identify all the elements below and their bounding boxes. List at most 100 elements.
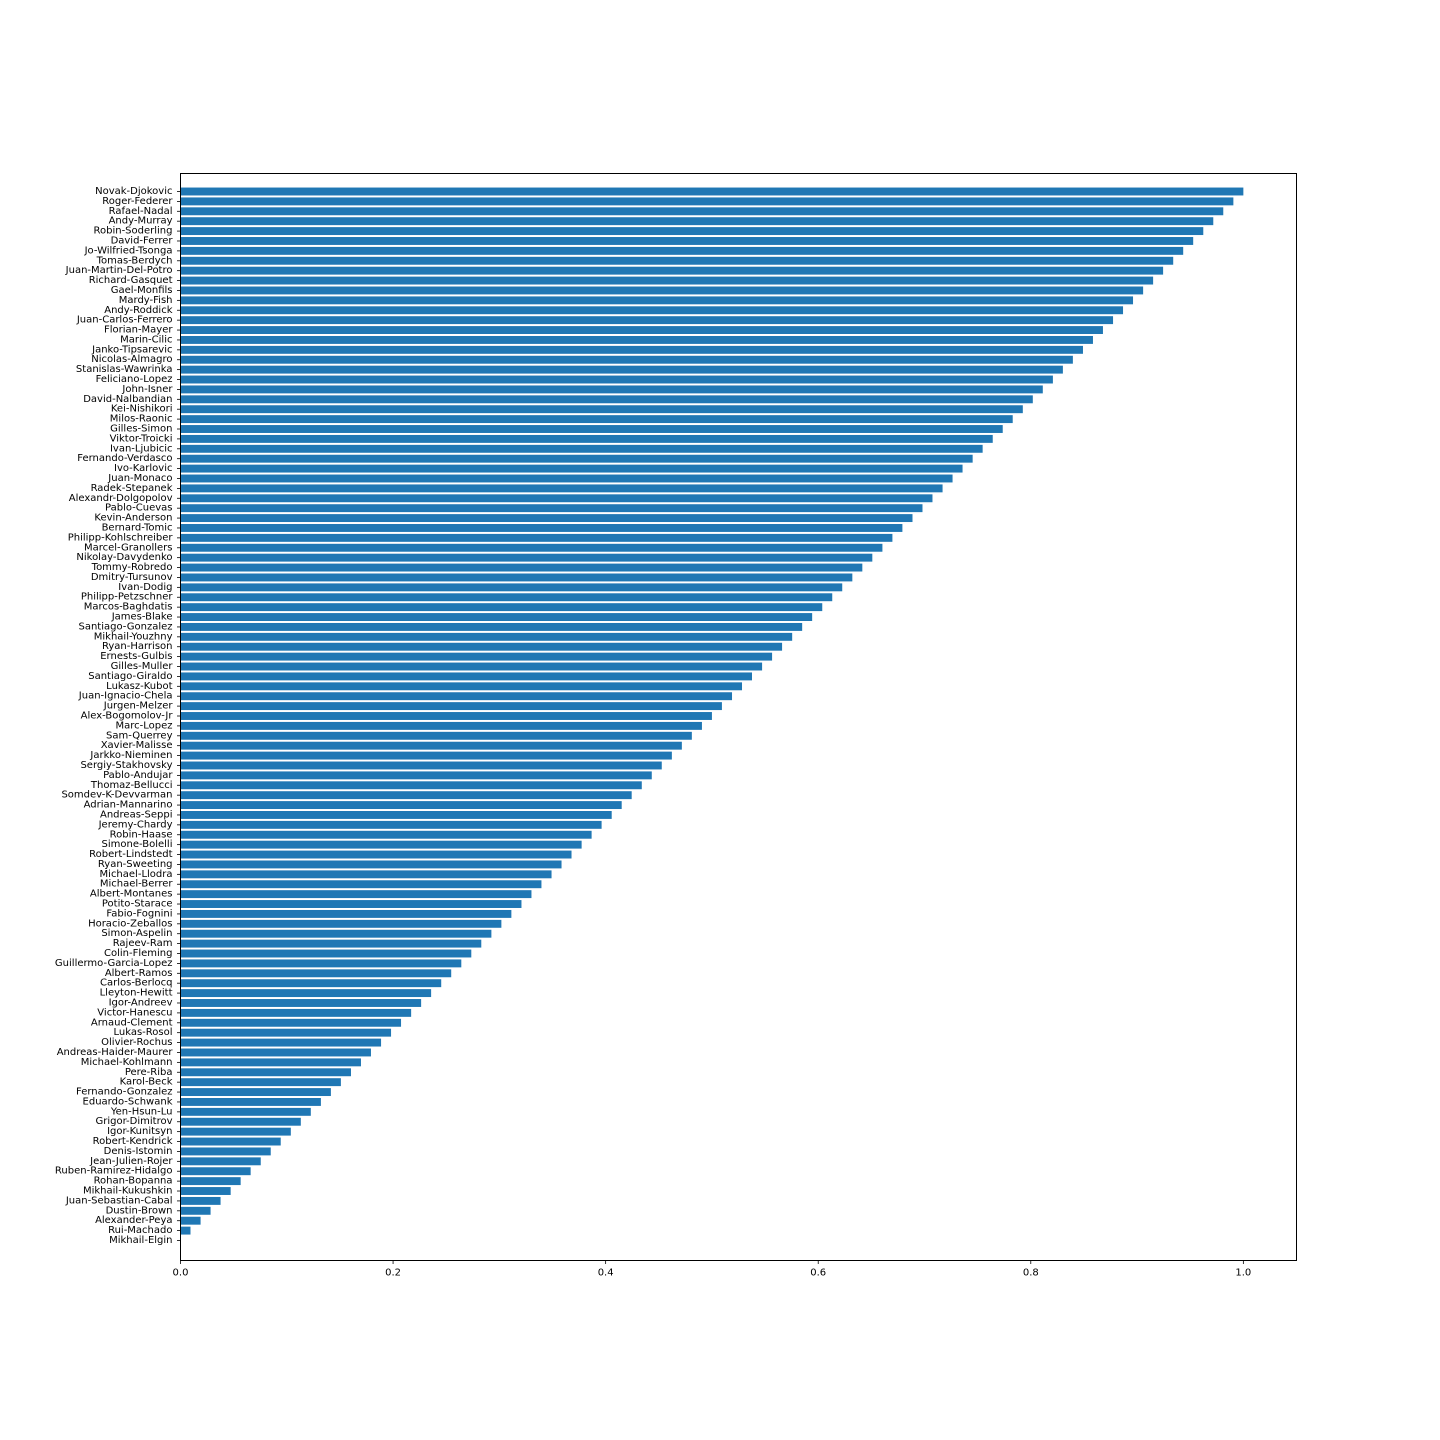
y-tick-label: Feliciano-Lopez [96, 374, 173, 385]
bar-rajeev-ram [180, 939, 482, 948]
bar-david-nalbandian [180, 395, 1033, 404]
y-tick-label: Janko-Tipsarevic [91, 344, 172, 355]
y-tick-label: Ruben-Ramirez-Hidalgo [55, 1166, 173, 1177]
y-tick-label: Fernando-Verdasco [77, 453, 172, 464]
y-tick-label: Ernests-Gulbis [100, 651, 172, 662]
y-tick-label: Igor-Andreev [109, 997, 173, 1008]
bar-fernando-gonzalez [180, 1088, 331, 1097]
bar-philipp-kohlschreiber [180, 533, 893, 542]
y-tick-label: Alexandr-Dolgopolov [69, 493, 173, 504]
y-tick-label: Fabio-Fognini [106, 908, 172, 919]
bar-dustin-brown [180, 1206, 211, 1215]
y-tick-label: Grigor-Dimitrov [95, 1116, 172, 1127]
y-tick-label: Andreas-Haider-Maurer [57, 1047, 174, 1058]
bar-santiago-gonzalez [180, 622, 803, 631]
y-tick-label: Michael-Berrer [100, 879, 174, 890]
bar-pablo-andujar [180, 771, 652, 780]
y-tick-label: Robin-Haase [110, 829, 173, 840]
y-tick-label: Guillermo-Garcia-Lopez [55, 958, 173, 969]
bar-simon-aspelin [180, 929, 492, 938]
bar-xavier-malisse [180, 741, 682, 750]
bar-olivier-rochus [180, 1038, 382, 1047]
y-tick-label: Jo-Wilfried-Tsonga [84, 245, 173, 256]
y-tick-label: Potito-Starace [102, 899, 173, 910]
bar-michael-kohlmann [180, 1058, 361, 1067]
bar-alexander-peya [180, 1216, 201, 1225]
bar-novak-djokovic [180, 187, 1244, 196]
bar-jean-julien-rojer [180, 1157, 261, 1166]
y-tick-label: Juan-Martin-Del-Potro [65, 265, 173, 276]
x-tick-label: 0.4 [598, 1268, 614, 1279]
bar-nicolas-almagro [180, 355, 1073, 364]
y-tick-label: Philipp-Kohlschreiber [68, 532, 174, 543]
bar-fabio-fognini [180, 909, 512, 918]
y-tick-label: Stanislas-Wawrinka [76, 364, 173, 375]
bar-robin-soderling [180, 227, 1204, 236]
y-tick-label: Alexander-Peya [95, 1215, 172, 1226]
bar-marin-cilic [180, 335, 1093, 344]
bar-lleyton-hewitt [180, 989, 432, 998]
y-tick-label: Viktor-Troicki [110, 433, 173, 444]
y-tick-label: Santiago-Giraldo [88, 671, 172, 682]
y-tick-label: Dmitry-Tursunov [91, 572, 173, 583]
y-tick-label: Yen-Hsun-Lu [110, 1106, 173, 1117]
bar-rui-machado [180, 1226, 191, 1235]
x-tick-label: 0.6 [810, 1268, 826, 1279]
bar-tomas-berdych [180, 256, 1174, 265]
bar-ivan-dodig [180, 583, 843, 592]
y-tick-label: Ivan-Ljubicic [110, 443, 173, 454]
y-tick-label: Nicolas-Almagro [91, 354, 172, 365]
bar-lukasz-kubot [180, 682, 743, 691]
bar-marcos-baghdatis [180, 603, 823, 612]
y-tick-label: Andreas-Seppi [100, 809, 173, 820]
y-tick-label: Ryan-Harrison [102, 641, 173, 652]
bar-gilles-simon [180, 425, 1003, 433]
y-tick-label: Karol-Beck [120, 1077, 173, 1088]
y-tick-label: Ryan-Sweeting [98, 859, 173, 870]
bar-lukas-rosol [180, 1028, 392, 1037]
bar-rohan-bopanna [180, 1177, 241, 1186]
y-tick-label: Kevin-Anderson [94, 513, 172, 524]
bar-arnaud-clement [180, 1018, 402, 1027]
bar-andy-murray [180, 217, 1214, 226]
y-tick-label: Michael-Llodra [100, 869, 173, 880]
bar-adrian-mannarino [180, 801, 622, 810]
bar-richard-gasquet [180, 276, 1154, 285]
bar-kevin-anderson [180, 514, 913, 523]
y-tick-label: Mardy-Fish [119, 295, 173, 306]
bar-alex-bogomolov-jr [180, 712, 712, 720]
y-tick-label: Dustin-Brown [106, 1205, 173, 1216]
y-tick-label: Albert-Ramos [105, 968, 173, 979]
y-tick-label: Rajeev-Ram [113, 938, 173, 949]
bar-david-ferrer [180, 237, 1194, 245]
y-tick-label: Sergiy-Stakhovsky [80, 760, 172, 771]
bar-gael-monfils [180, 286, 1144, 295]
y-tick-label: Jurgen-Melzer [103, 701, 174, 712]
bar-igor-kunitsyn [180, 1127, 291, 1136]
y-tick-label: Robert-Lindstedt [89, 849, 172, 860]
y-tick-label: Gael-Monfils [111, 285, 173, 296]
y-tick-label: Rui-Machado [108, 1225, 172, 1236]
y-tick-label: Juan-Carlos-Ferrero [76, 315, 173, 326]
bar-ryan-harrison [180, 642, 783, 651]
y-tick-label: Marin-Cilic [120, 334, 172, 345]
bar-karol-beck [180, 1078, 341, 1087]
y-tick-label: Jean-Julien-Rojer [89, 1156, 173, 1167]
bar-horacio-zeballos [180, 919, 502, 928]
y-tick-label: John-Isner [121, 384, 173, 395]
y-tick-label: Lukasz-Kubot [106, 681, 172, 692]
bar-juan-ignacio-chela [180, 692, 733, 701]
y-tick-label: Kei-Nishikori [111, 404, 173, 415]
bar-eduardo-schwank [180, 1097, 321, 1106]
bar-mikhail-youzhny [180, 632, 793, 641]
y-tick-label: Eduardo-Schwank [83, 1096, 173, 1107]
y-tick-label: David-Ferrer [111, 235, 174, 246]
bar-juan-monaco [180, 474, 953, 483]
y-tick-label: Bernard-Tomic [102, 522, 173, 533]
x-tick-label: 1.0 [1235, 1268, 1251, 1279]
bar-yen-hsun-lu [180, 1107, 311, 1116]
bar-victor-hanescu [180, 1008, 412, 1017]
y-tick-label: Sam-Querrey [106, 730, 173, 741]
bar-ruben-ramirez-hidalgo [180, 1167, 251, 1176]
y-tick-label: Simon-Aspelin [101, 928, 172, 939]
